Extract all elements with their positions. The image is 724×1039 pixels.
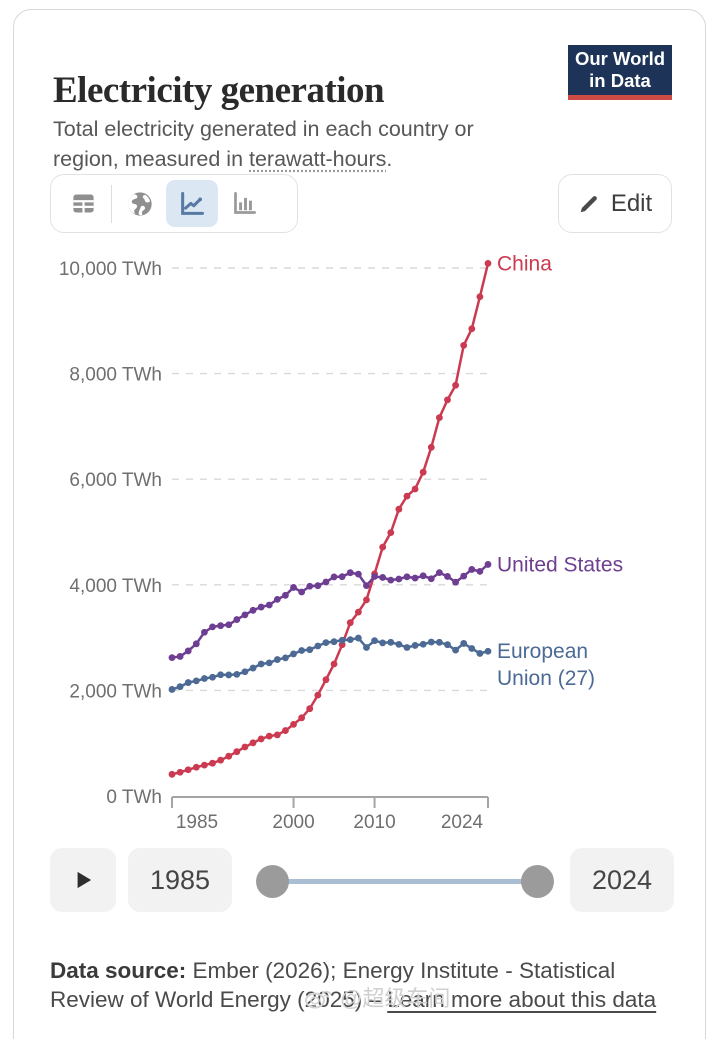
line-chart-icon [178, 190, 206, 218]
svg-text:2000: 2000 [272, 812, 314, 833]
tab-table[interactable] [57, 180, 109, 227]
edit-button[interactable]: Edit [558, 174, 672, 233]
svg-text:China: China [497, 252, 552, 275]
timeline-end-year[interactable]: 2024 [570, 848, 674, 912]
owid-logo[interactable]: Our World in Data [568, 45, 672, 100]
svg-text:6,000 TWh: 6,000 TWh [69, 470, 162, 491]
data-source-label: Data source: [50, 958, 186, 983]
timeline-start-year[interactable]: 1985 [128, 848, 232, 912]
svg-text:2024: 2024 [441, 812, 484, 833]
svg-text:0 TWh: 0 TWh [106, 787, 162, 808]
globe-icon [126, 190, 154, 218]
view-toolbar [50, 174, 298, 233]
play-button[interactable] [50, 848, 116, 912]
terawatt-hours-link[interactable]: terawatt-hours [249, 147, 386, 171]
svg-text:European: European [497, 640, 588, 663]
svg-text:Union (27): Union (27) [497, 667, 595, 690]
toolbar-divider [111, 185, 112, 223]
svg-text:10,000 TWh: 10,000 TWh [59, 259, 162, 280]
chart-subtitle: Total electricity generated in each coun… [53, 114, 545, 174]
svg-text:United States: United States [497, 553, 623, 576]
pencil-icon [578, 193, 600, 215]
tab-line-chart[interactable] [166, 180, 218, 227]
edit-label: Edit [611, 190, 652, 218]
tab-map[interactable] [114, 180, 166, 227]
table-icon [70, 190, 97, 217]
timeline-handle-start[interactable] [256, 865, 289, 898]
watermark: @超级车间 [303, 981, 450, 1013]
svg-text:4,000 TWh: 4,000 TWh [69, 576, 162, 597]
timeline-slider-track[interactable] [272, 879, 537, 884]
weibo-icon [303, 985, 333, 1010]
page-title: Electricity generation [53, 69, 573, 112]
bar-chart-icon [231, 190, 258, 217]
play-icon [70, 867, 96, 893]
svg-text:2,000 TWh: 2,000 TWh [69, 681, 162, 702]
watermark-text: @超级车间 [340, 981, 450, 1013]
timeline-handle-end[interactable] [521, 865, 554, 898]
svg-text:1985: 1985 [176, 812, 218, 833]
tab-bar-chart[interactable] [218, 180, 270, 227]
svg-text:8,000 TWh: 8,000 TWh [69, 365, 162, 386]
svg-text:2010: 2010 [353, 812, 395, 833]
